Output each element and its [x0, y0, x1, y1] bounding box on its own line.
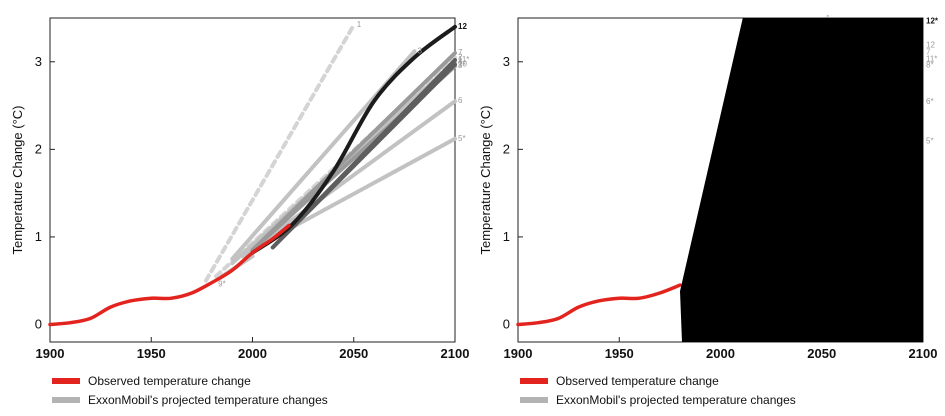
projection-label: 10 [458, 59, 467, 68]
legend-observed-label: Observed temperature change [88, 374, 251, 388]
x-tick-label: 2000 [706, 346, 735, 361]
projection-label: 6 [458, 96, 463, 105]
x-tick-label: 2000 [238, 346, 267, 361]
projection-line-6 [240, 99, 457, 259]
x-tick-label: 2100 [441, 346, 470, 361]
projection-label: 5* [458, 134, 466, 143]
side-label: 6* [926, 97, 934, 106]
right-ylabel: Temperature Change (°C) [478, 106, 493, 255]
legend-projected-label-right: ExxonMobil's projected temperature chang… [556, 393, 796, 407]
side-label: 8* [926, 60, 934, 69]
redaction-block [680, 18, 923, 342]
projection-line-1 [203, 23, 356, 283]
projection-label: 11* [458, 55, 469, 64]
y-tick-label: 1 [503, 229, 510, 244]
left-plot-frame [49, 17, 456, 343]
projection-line-11-star [270, 58, 457, 250]
y-tick-label: 0 [503, 316, 510, 331]
x-tick-label: 1900 [504, 346, 533, 361]
projection-label: 7 [458, 48, 463, 57]
side-label: 11* [926, 54, 937, 63]
x-tick-label: 1950 [137, 346, 166, 361]
projection-label: 2 [458, 52, 463, 61]
observed-line [48, 223, 291, 327]
x-tick-label: 1950 [605, 346, 634, 361]
side-label: 12 [926, 40, 935, 49]
legend-projected-label: ExxonMobil's projected temperature chang… [88, 393, 328, 407]
projection-label: 8* [458, 61, 466, 70]
y-tick-label: 2 [35, 141, 42, 156]
x-tick-label: 2050 [339, 346, 368, 361]
x-tick-label: 2050 [807, 346, 836, 361]
x-tick-label: 2100 [909, 346, 938, 361]
side-label: 7 [926, 47, 931, 56]
observed-line-right [516, 283, 682, 327]
x-tick-label: 1900 [36, 346, 65, 361]
y-tick-label: 3 [35, 54, 42, 69]
side-label: 5* [926, 137, 934, 146]
y-tick-label: 2 [503, 141, 510, 156]
y-tick-label: 1 [35, 229, 42, 244]
projection-label: 3 [418, 46, 423, 55]
projection-label: 1 [357, 20, 362, 29]
projection-label: 9* [218, 279, 226, 288]
projection-line-12 [250, 24, 457, 255]
left-ylabel: Temperature Change (°C) [10, 106, 25, 255]
legend-observed-label-right: Observed temperature change [556, 374, 719, 388]
side-label: 12* [926, 17, 939, 26]
y-tick-label: 3 [503, 54, 510, 69]
y-tick-label: 0 [35, 316, 42, 331]
projection-label: 12 [458, 22, 467, 31]
projection-label: 4 [458, 57, 463, 66]
